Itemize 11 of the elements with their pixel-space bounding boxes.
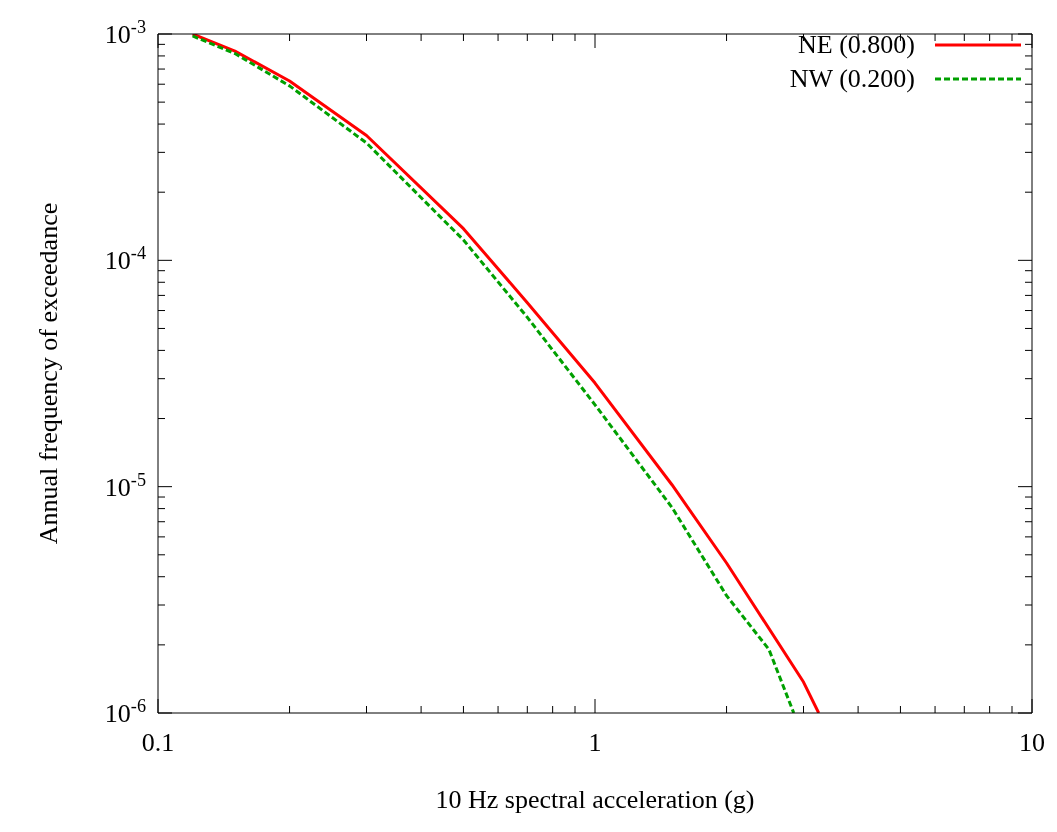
- legend-label: NE (0.800): [798, 30, 915, 60]
- y-tick-label: 10$^{-4}$: [104, 243, 146, 276]
- y-tick-label: 10$^{-5}$: [104, 469, 146, 502]
- x-tick-label: 0.1: [141, 728, 175, 757]
- x-tick-label: 1: [588, 728, 602, 757]
- x-axis-title: 10 Hz spectral acceleration (g): [435, 785, 755, 814]
- y-axis-title: Annual frequency of exceedance: [34, 202, 64, 545]
- y-tick-label: 10$^{-3}$: [104, 17, 146, 49]
- legend-label: NW (0.200): [789, 64, 915, 94]
- y-tick-label: 10$^{-6}$: [104, 696, 146, 728]
- x-tick-label: 10: [1019, 728, 1045, 757]
